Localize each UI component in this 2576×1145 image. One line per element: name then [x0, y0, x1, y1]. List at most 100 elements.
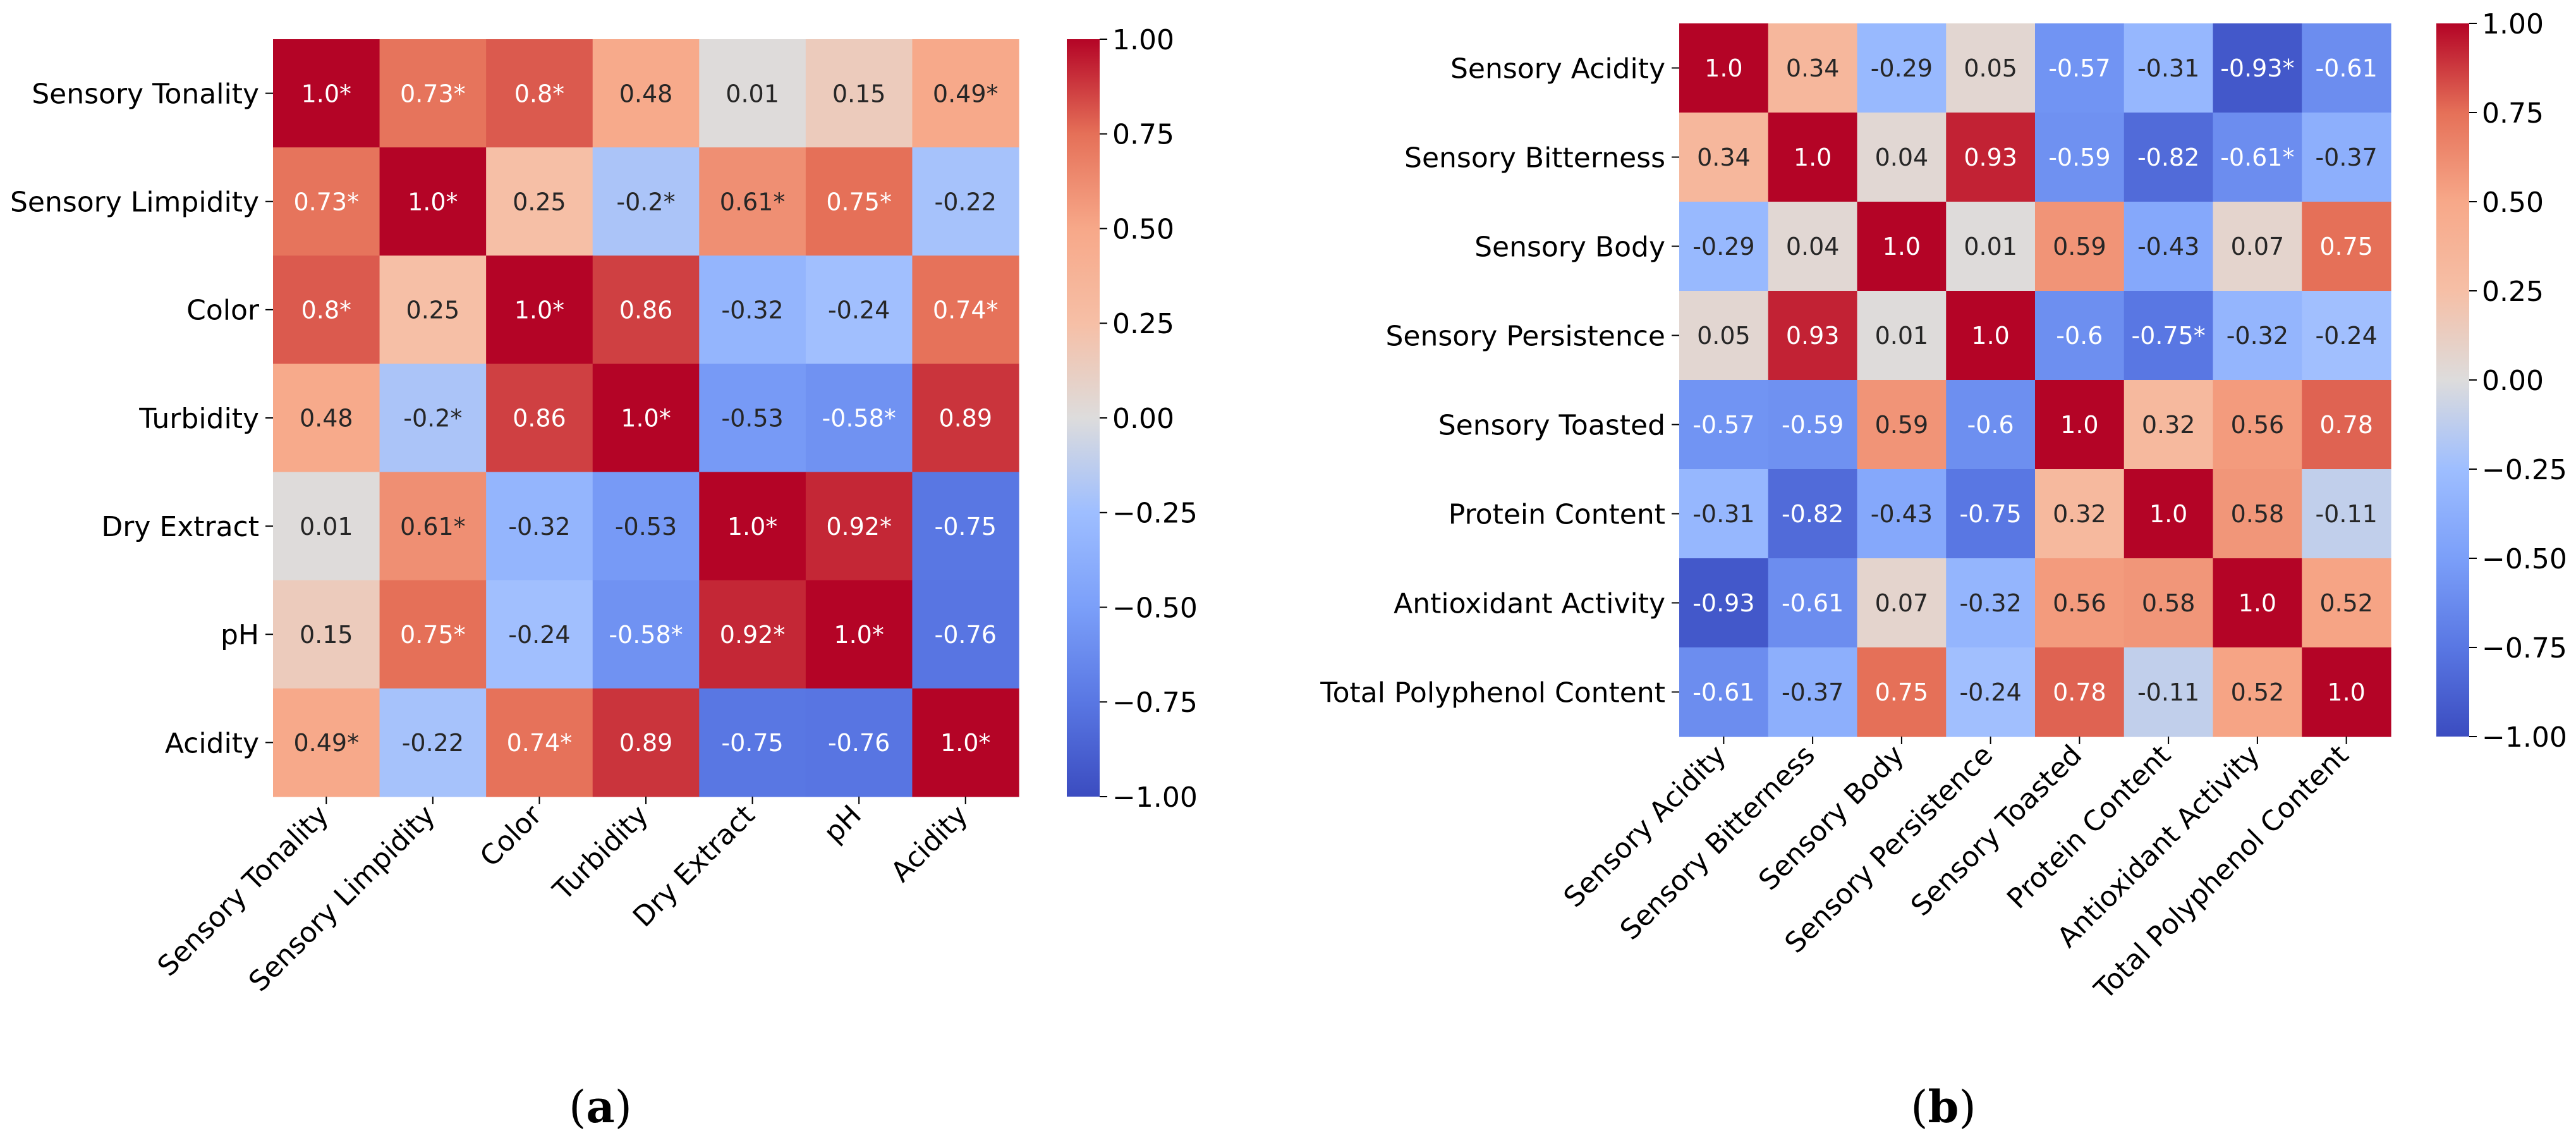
heatmap-b-cells: 1.0 0.34 -0.29 0.05 -0.57 -0.31 -0.93* -0.61 0.3… — [1679, 23, 2391, 737]
heatmap-b-cell-label-r2-c4: 0.59 — [2053, 233, 2106, 260]
heatmap-b-cell-r7-c1 — [1768, 647, 1858, 737]
heatmap-a-cell-r5-c1 — [379, 580, 487, 689]
heatmap-b-cell-label-r6-c0: -0.93 — [1692, 589, 1754, 617]
heatmap-b-cell-r4-c7 — [2302, 380, 2391, 470]
heatmap-a-cell-r0-c5 — [805, 39, 913, 148]
heatmap-a-cell-label-r3-c6: 0.89 — [939, 405, 992, 432]
heatmap-a-cell-label-r2-c6: 0.74* — [933, 297, 999, 324]
heatmap-a-cell-label-r5-c3: -0.58* — [609, 621, 683, 649]
heatmap-b-row-label-6: Antioxidant Activity — [1394, 587, 1665, 620]
heatmap-b-cell-r1-c5 — [2123, 113, 2214, 202]
heatmap-b-cell-label-r4-c1: -0.59 — [1782, 411, 1844, 439]
heatmap-b-cell-label-r0-c0: 1.0 — [1704, 54, 1742, 82]
heatmap-b-cell-label-r3-c1: 0.93 — [1786, 322, 1840, 350]
heatmap-b-cell-label-r3-c5: -0.75* — [2131, 322, 2205, 350]
heatmap-a-cell-r5-c0 — [273, 580, 380, 689]
heatmap-b-cell-r6-c5 — [2123, 558, 2214, 648]
heatmap-a-row-label-2: Color — [186, 295, 260, 327]
heatmap-a-row-label-1: Sensory Limpidity — [10, 187, 259, 219]
heatmap-b-cell-label-r5-c3: -0.75 — [1959, 500, 2021, 528]
heatmap-a-cell-label-r3-c2: 0.86 — [513, 405, 566, 432]
heatmap-a-cell-label-r6-c6: 1.0* — [940, 729, 990, 757]
heatmap-a-cell-label-r4-c4: 1.0* — [727, 513, 777, 541]
heatmap-b-cell-r1-c6 — [2213, 113, 2302, 202]
heatmap-a-cell-r4-c1 — [379, 472, 487, 581]
heatmap-a-cell-r0-c0 — [273, 39, 380, 148]
heatmap-b-cell-label-r4-c0: -0.57 — [1692, 411, 1754, 439]
heatmap-b-cell-r5-c7 — [2302, 469, 2391, 559]
heatmap-b-cell-r7-c3 — [1946, 647, 2036, 737]
heatmap-a-cell-r6-c3 — [592, 688, 700, 797]
heatmap-a-cell-label-r6-c3: 0.89 — [619, 729, 673, 757]
heatmap-b-colorbar-gradient — [2436, 23, 2469, 737]
heatmap-b-cell-r0-c6 — [2213, 23, 2302, 113]
heatmap-a-cell-label-r6-c4: -0.75 — [721, 729, 783, 757]
heatmap-a-cell-r1-c1 — [379, 147, 487, 256]
heatmap-b-cell-label-r1-c5: -0.82 — [2137, 144, 2199, 171]
heatmap-a-cell-r0-c2 — [486, 39, 593, 148]
heatmap-b-cell-label-r1-c0: 0.34 — [1697, 144, 1751, 171]
panel-label-b-letter: b — [1928, 1081, 1959, 1133]
heatmap-a-cell-r5-c2 — [486, 580, 593, 689]
heatmap-b-cell-label-r0-c6: -0.93* — [2220, 54, 2294, 82]
heatmap-a-cell-label-r0-c2: 0.8* — [514, 80, 564, 107]
heatmap-b-colorbar-tick-label-4: 0.00 — [2482, 365, 2544, 397]
heatmap-a-cell-label-r1-c2: 0.25 — [513, 188, 566, 216]
heatmap-b-cell-r5-c3 — [1946, 469, 2036, 559]
heatmap-b-cell-r4-c1 — [1768, 380, 1858, 470]
heatmap-a-cell-r1-c2 — [486, 147, 593, 256]
heatmap-b-cell-label-r2-c6: 0.07 — [2231, 233, 2285, 260]
heatmap-b-cell-r2-c4 — [2035, 202, 2125, 291]
heatmap-b-cell-label-r7-c0: -0.61 — [1692, 678, 1754, 706]
heatmap-a-cell-r0-c6 — [912, 39, 1019, 148]
heatmap-b-colorbar-tick-label-6: −0.50 — [2482, 543, 2567, 575]
heatmap-b-cell-r1-c3 — [1946, 113, 2036, 202]
heatmap-a-cell-r6-c1 — [379, 688, 487, 797]
heatmap-a-cell-label-r0-c4: 0.01 — [726, 80, 779, 107]
heatmap-a-cell-label-r6-c5: -0.76 — [828, 729, 890, 757]
heatmap-b-cell-label-r5-c1: -0.82 — [1782, 500, 1844, 528]
heatmap-a-cell-label-r5-c0: 0.15 — [300, 621, 353, 649]
heatmap-a-cell-r5-c5 — [805, 580, 913, 689]
heatmap-a-colorbar-tick-label-1: 0.75 — [1112, 119, 1174, 151]
heatmap-b-cell-label-r0-c4: -0.57 — [2048, 54, 2110, 82]
heatmap-a-cell-r1-c6 — [912, 147, 1019, 256]
heatmap-a-cell-label-r3-c1: -0.2* — [403, 405, 462, 432]
heatmap-a-colorbar-tick-label-3: 0.25 — [1112, 308, 1174, 340]
heatmap-b-cell-r3-c0 — [1679, 291, 1769, 381]
heatmap-a-cell-label-r4-c2: -0.32 — [508, 513, 570, 541]
heatmap-b-cell-label-r4-c4: 1.0 — [2060, 411, 2098, 439]
heatmap-a-cell-r2-c4 — [699, 255, 806, 365]
heatmap-b-row-label-4: Sensory Toasted — [1438, 409, 1665, 441]
heatmap-b-cell-r4-c2 — [1857, 380, 1947, 470]
heatmap-a-cell-label-r5-c5: 1.0* — [834, 621, 884, 649]
heatmap-b-colorbar-tick-label-1: 0.75 — [2482, 97, 2544, 130]
heatmap-b-cell-label-r2-c3: 0.01 — [1964, 233, 2017, 260]
heatmap-a-cell-r2-c3 — [592, 255, 700, 365]
heatmap-b-cell-label-r3-c7: -0.24 — [2315, 322, 2377, 350]
heatmap-a-cell-r1-c3 — [592, 147, 700, 256]
heatmap-b-cell-r2-c1 — [1768, 202, 1858, 291]
heatmap-b-row-label-2: Sensory Body — [1474, 231, 1665, 263]
heatmap-a-cell-label-r3-c0: 0.48 — [300, 405, 353, 432]
heatmap-a-cell-r3-c6 — [912, 364, 1019, 473]
heatmap-b-cell-label-r7-c7: 1.0 — [2327, 678, 2365, 706]
heatmap-b-cell-label-r4-c3: -0.6 — [1967, 411, 2014, 439]
heatmap-b-cell-label-r5-c6: 0.58 — [2231, 500, 2285, 528]
panel-label-a: (a) — [569, 1081, 632, 1133]
heatmap-b-cell-label-r7-c4: 0.78 — [2053, 678, 2106, 706]
heatmap-a-cell-label-r4-c3: -0.53 — [615, 513, 677, 541]
heatmap-a-cell-label-r4-c6: -0.75 — [935, 513, 997, 541]
heatmap-b-cell-r5-c6 — [2213, 469, 2302, 559]
heatmap-a-cell-r6-c4 — [699, 688, 806, 797]
heatmap-a-cell-r3-c4 — [699, 364, 806, 473]
heatmap-a-colorbar-tick-label-0: 1.00 — [1112, 24, 1174, 56]
heatmap-a-cell-label-r2-c4: -0.32 — [721, 297, 783, 324]
heatmap-a-cell-label-r2-c0: 0.8* — [301, 297, 351, 324]
heatmap-b-cell-r1-c7 — [2302, 113, 2391, 202]
heatmap-a-cell-r4-c5 — [805, 472, 913, 581]
heatmap-b-cell-label-r7-c6: 0.52 — [2231, 678, 2285, 706]
heatmap-b-cell-label-r5-c0: -0.31 — [1692, 500, 1754, 528]
heatmap-a-cell-label-r4-c5: 0.92* — [826, 513, 892, 541]
